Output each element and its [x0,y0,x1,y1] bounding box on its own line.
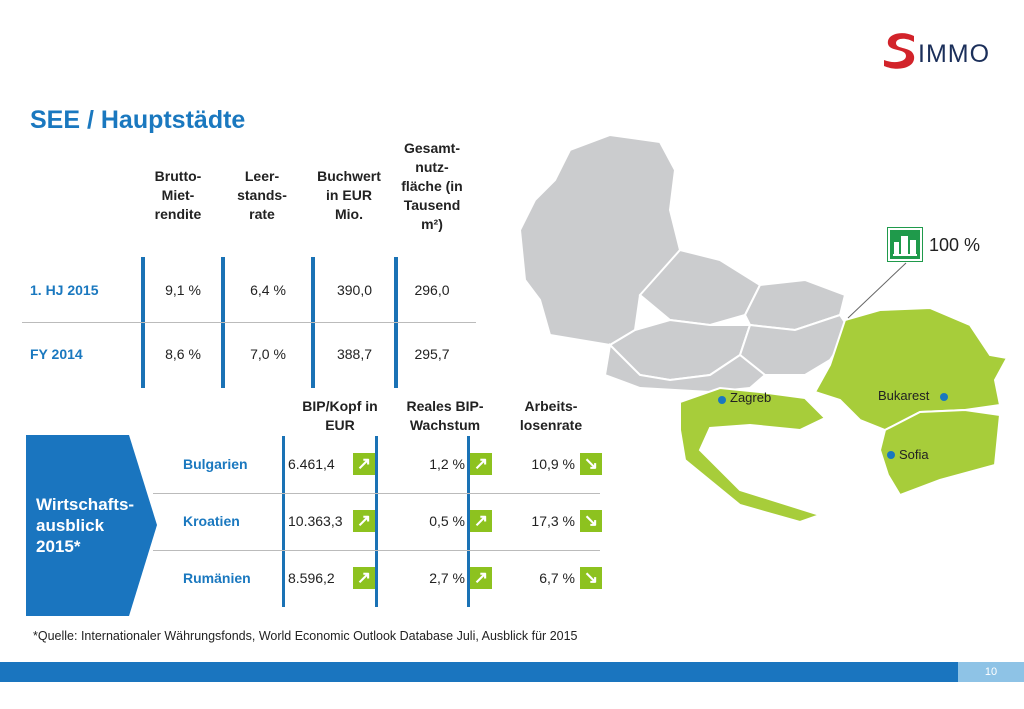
logo: IMMO [880,30,1000,72]
trend-up-icon: ↗ [470,567,492,589]
cell: 8,6 % [165,346,201,362]
cell: 6.461,4 [288,456,335,472]
header-brutto-mietrendite: Brutto- Miet- rendite [154,168,202,222]
city-bukarest: Bukarest [878,388,930,403]
city-marker-icon [887,451,895,459]
romania-shape [813,306,1009,432]
cell: 388,7 [336,346,373,362]
trend-up-icon: ↗ [470,510,492,532]
cell: 9,1 % [165,282,201,298]
bulgaria-shape [878,408,1002,497]
header-buchwert: Buchwert in EUR Mio. [317,168,381,222]
logo-text: IMMO [918,40,991,68]
trend-up-icon: ↗ [353,567,375,589]
cell: 2,7 % [429,570,465,586]
gray-countries [518,133,852,394]
trend-up-icon: ↗ [353,453,375,475]
cell: 295,7 [414,346,450,362]
footer-bar [0,662,1024,682]
city-zagreb: Zagreb [730,390,772,405]
trend-up-icon: ↗ [353,510,375,532]
green-countries [679,306,1009,524]
header-reales-bip: Reales BIP- Wachstum [406,398,484,433]
row-label-1hj-2015: 1. HJ 2015 [30,282,99,298]
column-divider [282,436,285,607]
cell: 1,2 % [429,456,465,472]
ownership-share: 100 % [929,235,981,255]
cell: 6,7 % [539,570,575,586]
cell: 10,9 % [531,456,575,472]
map [518,133,1009,524]
city-marker-icon [940,393,948,401]
building-icon [887,227,923,262]
outlook-label: Wirtschafts- ausblick 2015* [36,495,135,556]
country-label: Rumänien [183,570,251,586]
cell: 7,0 % [250,346,286,362]
outlook-arrow-shape [26,435,157,616]
trend-down-icon: ↘ [580,567,602,589]
cell: 6,4 % [250,282,286,298]
header-leerstandsrate: Leer- stands- rate [237,168,287,222]
cell: 296,0 [414,282,450,298]
logo-s-icon [884,33,915,69]
column-divider [467,436,470,607]
trend-down-icon: ↘ [580,510,602,532]
cell: 390,0 [336,282,373,298]
trend-up-icon: ↗ [470,453,492,475]
header-bip-kopf: BIP/Kopf in EUR [302,398,378,433]
row-label-fy-2014: FY 2014 [30,346,83,362]
city-marker-icon [718,396,726,404]
header-gesamtnutzflaeche: Gesamt- nutz- fläche (in Tausend m²) [401,140,463,232]
croatia-shape [679,386,827,524]
cell: 17,3 % [531,513,575,529]
trend-down-icon: ↘ [580,453,602,475]
cell: 0,5 % [429,513,465,529]
header-arbeitslosenrate: Arbeits- losenrate [519,398,583,433]
footnote: *Quelle: Internationaler Währungsfonds, … [33,629,578,643]
country-label: Kroatien [183,513,240,529]
column-divider [375,436,378,607]
row-divider [153,493,600,494]
page-title: SEE / Hauptstädte [30,106,246,134]
cell: 10.363,3 [288,513,343,529]
page-number: 10 [958,662,1024,682]
city-sofia: Sofia [899,447,929,462]
row-divider [22,322,476,323]
country-label: Bulgarien [183,456,248,472]
cell: 8.596,2 [288,570,335,586]
row-divider [153,550,600,551]
